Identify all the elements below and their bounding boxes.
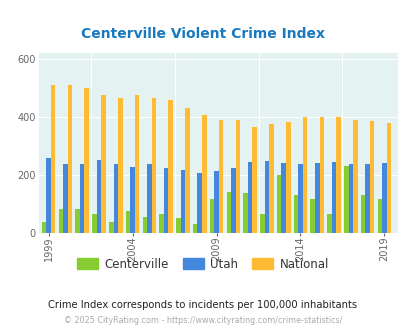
Bar	[326, 214, 331, 233]
Bar	[310, 199, 314, 233]
Bar	[42, 222, 46, 233]
Bar	[126, 211, 130, 233]
Bar	[180, 170, 185, 233]
Bar	[92, 214, 96, 233]
Bar	[360, 195, 364, 233]
Bar	[202, 115, 206, 233]
Bar	[209, 199, 214, 233]
Bar	[118, 98, 122, 233]
Bar	[218, 119, 223, 233]
Bar	[314, 163, 319, 233]
Bar	[252, 127, 256, 233]
Bar	[235, 120, 239, 233]
Bar	[84, 88, 89, 233]
Bar	[377, 199, 381, 233]
Bar	[264, 161, 269, 233]
Bar	[319, 116, 323, 233]
Bar	[260, 214, 264, 233]
Bar	[281, 163, 285, 233]
Bar	[134, 95, 139, 233]
Bar	[63, 164, 68, 233]
Bar	[101, 95, 106, 233]
Bar	[75, 210, 80, 233]
Bar	[51, 85, 55, 233]
Bar	[226, 192, 230, 233]
Bar	[197, 173, 202, 233]
Bar	[176, 218, 180, 233]
Bar	[343, 166, 348, 233]
Bar	[168, 100, 173, 233]
Bar	[276, 175, 281, 233]
Bar	[348, 164, 352, 233]
Bar	[302, 117, 307, 233]
Bar	[164, 168, 168, 233]
Legend: Centerville, Utah, National: Centerville, Utah, National	[77, 257, 328, 271]
Bar	[58, 210, 63, 233]
Bar	[142, 217, 147, 233]
Bar	[243, 193, 247, 233]
Bar	[80, 164, 84, 233]
Bar	[369, 121, 373, 233]
Bar	[331, 162, 335, 233]
Text: Centerville Violent Crime Index: Centerville Violent Crime Index	[81, 27, 324, 41]
Bar	[130, 167, 134, 233]
Bar	[192, 224, 197, 233]
Bar	[214, 171, 218, 233]
Bar	[147, 164, 151, 233]
Bar	[352, 119, 357, 233]
Bar	[386, 123, 390, 233]
Bar	[46, 158, 51, 233]
Bar	[335, 117, 340, 233]
Bar	[68, 85, 72, 233]
Text: Crime Index corresponds to incidents per 100,000 inhabitants: Crime Index corresponds to incidents per…	[48, 300, 357, 310]
Bar	[159, 214, 164, 233]
Bar	[185, 108, 189, 233]
Bar	[96, 160, 101, 233]
Bar	[285, 122, 290, 233]
Bar	[230, 168, 235, 233]
Bar	[247, 162, 252, 233]
Bar	[151, 98, 156, 233]
Bar	[381, 163, 386, 233]
Bar	[109, 222, 113, 233]
Bar	[293, 195, 298, 233]
Bar	[364, 164, 369, 233]
Bar	[269, 124, 273, 233]
Text: © 2025 CityRating.com - https://www.cityrating.com/crime-statistics/: © 2025 CityRating.com - https://www.city…	[64, 316, 341, 325]
Bar	[113, 164, 118, 233]
Bar	[298, 164, 302, 233]
